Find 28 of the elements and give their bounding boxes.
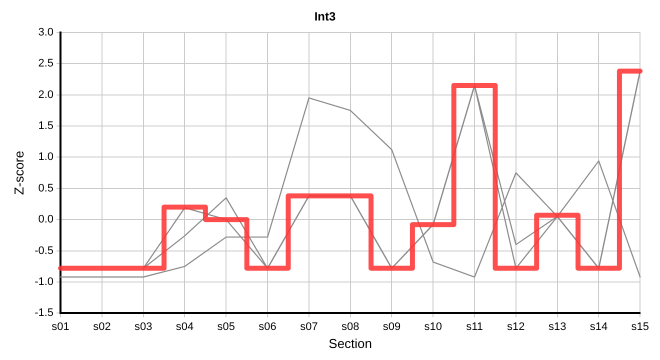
y-axis-title: Z-score: [11, 150, 26, 195]
x-tick-label: s01: [52, 320, 70, 333]
y-tick-label: -0.5: [34, 244, 54, 257]
x-tick-label: s09: [382, 320, 401, 333]
x-tick-label: s14: [590, 320, 608, 333]
y-tick-label: -1.5: [34, 307, 54, 320]
y-tick-label: -1.0: [34, 276, 54, 288]
x-axis-title: Section: [328, 336, 372, 351]
x-tick-label: s07: [300, 320, 318, 333]
y-tick-label: 1.0: [38, 151, 54, 164]
y-tick-label: 1.5: [38, 120, 54, 132]
x-tick-label: s12: [507, 320, 525, 333]
y-tick-label: 2.5: [38, 58, 54, 70]
x-tick-label: s03: [134, 320, 152, 333]
y-tick-label: 0.0: [38, 214, 54, 226]
x-tick-label: s04: [176, 320, 194, 333]
y-tick-label: 2.0: [38, 88, 54, 101]
x-tick-label: s02: [93, 320, 111, 333]
y-tick-label: 3.0: [38, 26, 54, 38]
x-tick-label: s15: [631, 320, 650, 333]
x-tick-label: s10: [424, 320, 442, 333]
x-tick-label: s06: [258, 320, 276, 333]
x-tick-label: s05: [217, 320, 236, 333]
x-tick-label: s13: [548, 320, 566, 333]
x-tick-label: s08: [341, 320, 360, 333]
chart-title: Int3: [314, 10, 336, 24]
y-tick-label: 0.5: [38, 182, 54, 194]
x-tick-label: s11: [466, 320, 483, 333]
